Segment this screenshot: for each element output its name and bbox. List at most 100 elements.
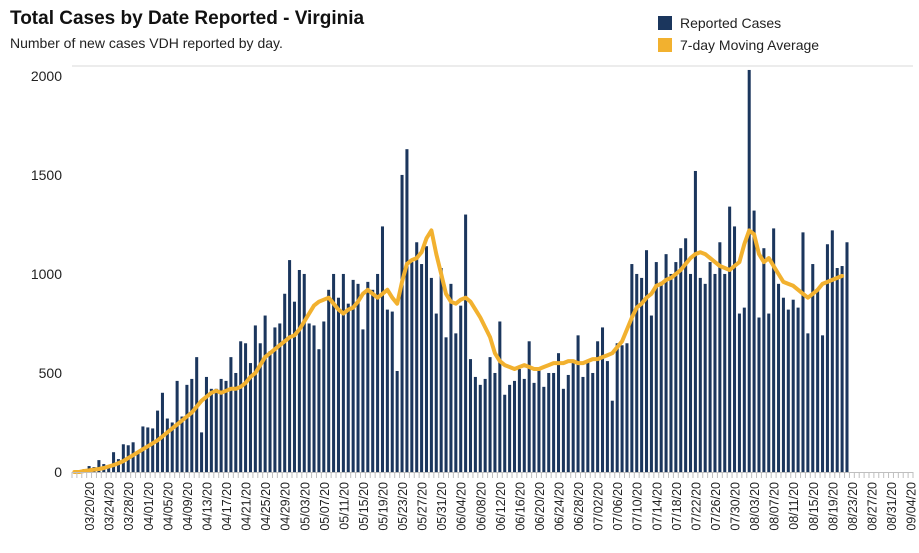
bar xyxy=(742,307,746,472)
bar xyxy=(620,345,624,472)
bar xyxy=(165,418,169,472)
bar xyxy=(444,337,448,472)
bar xyxy=(825,244,829,472)
x-tick-label: 06/28/20 xyxy=(572,482,586,531)
x-tick-label: 05/19/20 xyxy=(376,482,390,531)
bar xyxy=(170,422,174,472)
bar xyxy=(239,341,243,472)
bar xyxy=(796,307,800,472)
bar xyxy=(571,363,575,472)
x-tick-label: 08/23/20 xyxy=(846,482,860,531)
bar xyxy=(493,372,497,472)
bar xyxy=(146,427,150,472)
x-tick-label: 04/21/20 xyxy=(240,482,254,531)
bar xyxy=(292,301,296,472)
bar xyxy=(737,313,741,472)
bar xyxy=(385,309,389,472)
bar xyxy=(669,273,673,472)
x-tick-label: 09/04/20 xyxy=(905,482,919,531)
bar xyxy=(561,388,565,472)
bar xyxy=(483,378,487,472)
bar xyxy=(600,327,605,472)
bar xyxy=(204,376,208,472)
bar xyxy=(410,262,414,472)
x-tick-label: 03/24/20 xyxy=(103,482,117,531)
bar xyxy=(835,268,839,472)
bar xyxy=(777,283,781,472)
x-tick-label: 08/03/20 xyxy=(748,482,762,531)
bar xyxy=(263,315,267,472)
bar xyxy=(464,214,468,472)
bar xyxy=(356,283,360,472)
bar xyxy=(522,378,526,472)
bar xyxy=(556,353,561,472)
y-tick-label: 2000 xyxy=(31,68,62,84)
bar xyxy=(332,273,336,472)
bar xyxy=(503,394,507,472)
bar xyxy=(547,372,551,472)
x-tick-label: 08/31/20 xyxy=(885,482,899,531)
bar xyxy=(625,343,629,472)
y-tick-label: 1000 xyxy=(31,266,62,282)
bar xyxy=(566,374,570,472)
x-tick-label: 04/01/20 xyxy=(142,482,156,531)
bar xyxy=(424,246,429,472)
y-tick-label: 500 xyxy=(39,365,63,381)
bar xyxy=(576,335,580,472)
bar xyxy=(302,273,306,472)
bar xyxy=(821,335,825,472)
x-tick-label: 08/15/20 xyxy=(807,482,821,531)
x-tick-label: 08/27/20 xyxy=(865,482,879,531)
x-tick-label: 07/18/20 xyxy=(670,482,684,531)
bar xyxy=(762,248,766,472)
bar xyxy=(468,359,473,472)
bar xyxy=(698,277,702,472)
bar xyxy=(400,174,404,473)
bar xyxy=(258,343,262,472)
bar xyxy=(689,273,693,472)
bar xyxy=(253,325,257,472)
bar xyxy=(781,297,785,472)
bar xyxy=(288,260,292,472)
x-tick-label: 05/11/20 xyxy=(337,482,351,530)
bar xyxy=(664,254,668,472)
y-axis: 0 500 1000 1500 2000 xyxy=(31,68,62,480)
bar xyxy=(786,309,790,472)
line-series xyxy=(72,228,845,474)
bar xyxy=(596,341,600,472)
bar xyxy=(116,459,120,472)
bar xyxy=(229,357,233,472)
bar xyxy=(478,384,482,472)
bar xyxy=(840,266,844,472)
bar xyxy=(845,242,849,472)
bar xyxy=(645,250,649,472)
bar xyxy=(390,311,394,472)
bar xyxy=(346,303,350,472)
x-tick-label: 03/20/20 xyxy=(83,482,97,531)
bar xyxy=(703,283,707,472)
bar xyxy=(615,343,619,472)
bar xyxy=(244,343,248,472)
bar xyxy=(635,273,639,472)
bar xyxy=(160,392,164,472)
bar xyxy=(830,230,834,472)
bar xyxy=(283,293,287,472)
bar xyxy=(454,333,458,472)
y-tick-label: 1500 xyxy=(31,167,62,183)
x-tick-label: 06/04/20 xyxy=(455,482,469,531)
bar xyxy=(195,357,199,472)
bar xyxy=(527,341,531,472)
bar xyxy=(449,283,453,472)
x-tick-label: 06/12/20 xyxy=(494,482,508,531)
x-tick-label: 05/15/20 xyxy=(357,482,371,531)
x-tick-label: 06/24/20 xyxy=(553,482,567,531)
x-axis: 03/20/20 03/24/20 03/28/20 04/01/20 04/05/20… xyxy=(71,472,919,531)
bar xyxy=(366,281,370,472)
bar xyxy=(190,378,194,472)
x-tick-label: 07/26/20 xyxy=(709,482,723,531)
bar xyxy=(434,313,438,472)
bar xyxy=(708,262,712,472)
legend-label-reported-cases: Reported Cases xyxy=(680,15,782,31)
bar xyxy=(659,281,663,472)
x-tick-label: 07/14/20 xyxy=(650,482,664,531)
